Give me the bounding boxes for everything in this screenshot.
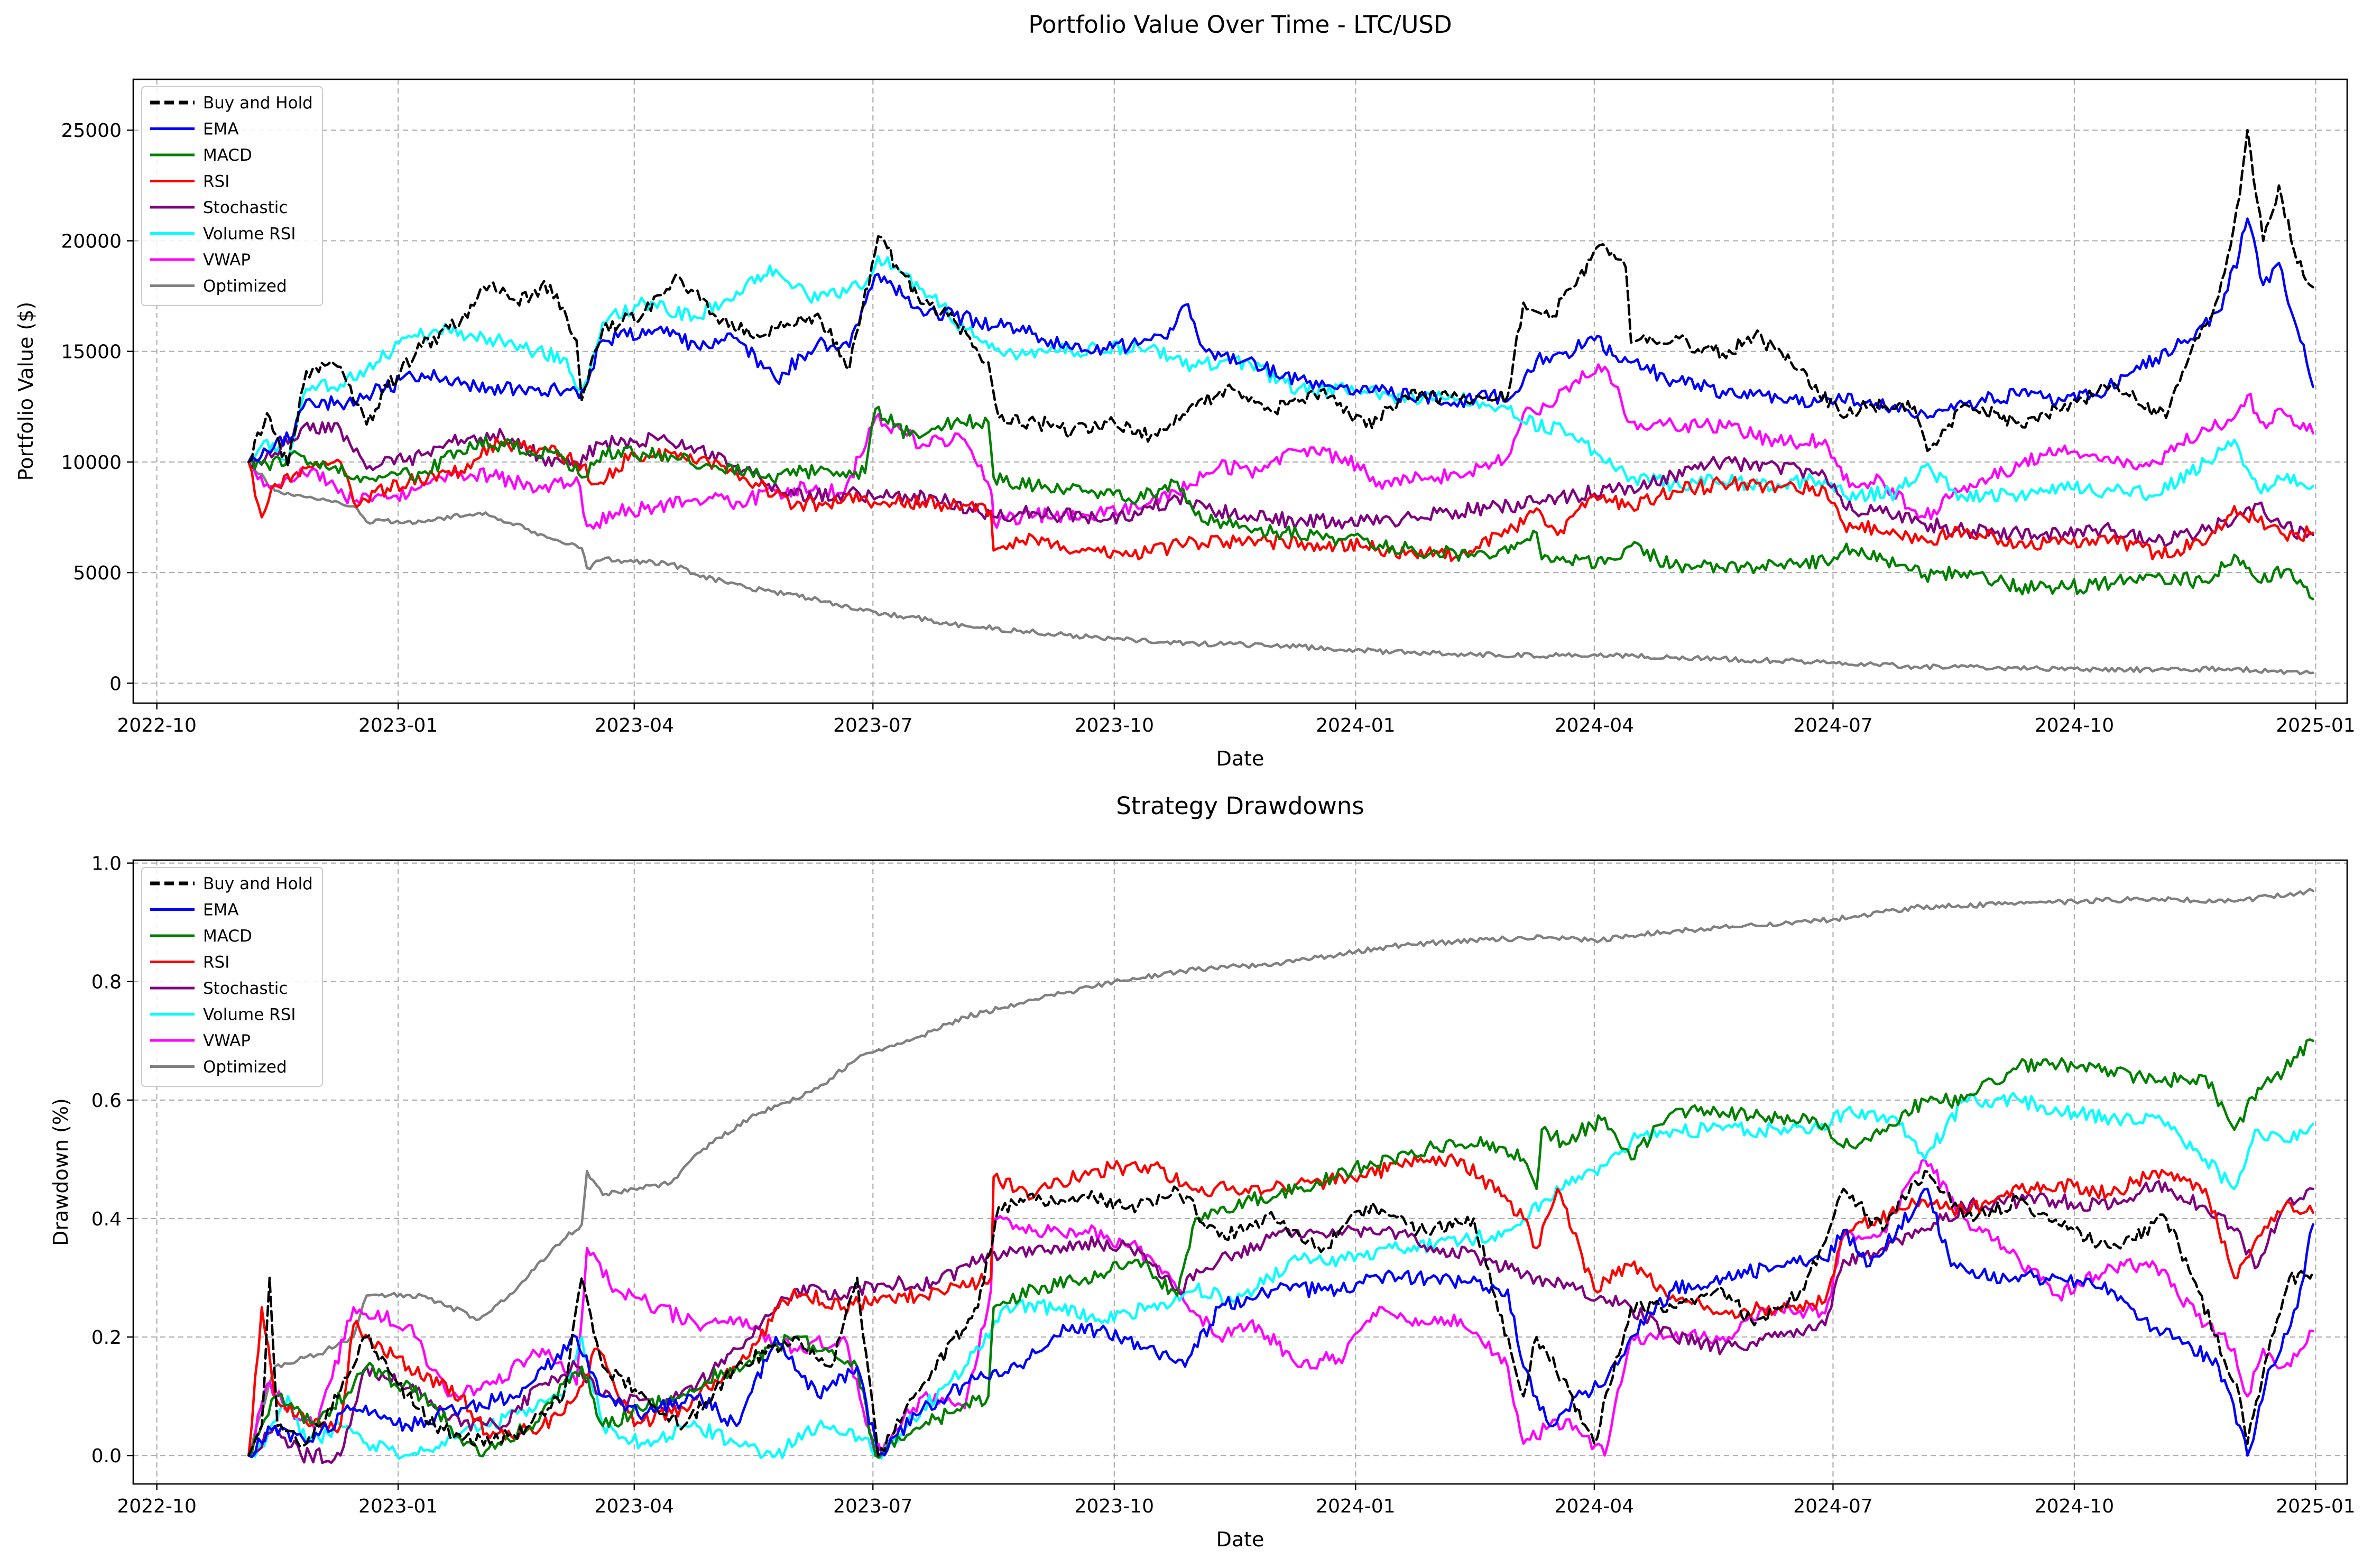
drawdown-legend-label-stochastic: Stochastic [203, 979, 288, 998]
drawdown-xtick-label-7: 2024-07 [1793, 1496, 1872, 1517]
portfolio-legend-label-stochastic: Stochastic [203, 198, 288, 217]
portfolio-series-buy-and-hold [247, 128, 2314, 468]
portfolio-value-chart: Portfolio Value Over Time - LTC/USD 2022… [14, 11, 2356, 770]
drawdown-ticks: 2022-10 2023-01 2023-04 2023-07 2023-10 2024-… [91, 853, 2356, 1517]
drawdown-chart: Strategy Drawdowns 2022-10 2023-01 2023-04… [49, 792, 2356, 1551]
portfolio-legend-label-ema: EMA [203, 120, 239, 139]
drawdown-ytick-label-2: 0.4 [91, 1209, 122, 1230]
drawdown-xtick-label-9: 2025-01 [2276, 1496, 2355, 1517]
drawdown-xtick-label-8: 2024-10 [2035, 1496, 2114, 1517]
portfolio-ytick-label-1: 5000 [73, 562, 122, 584]
portfolio-ytick-label-2: 10000 [61, 452, 122, 474]
portfolio-xtick-label-1: 2023-01 [358, 715, 438, 736]
portfolio-legend: Buy and Hold EMA MACD RSI Stochastic Volume R… [141, 86, 323, 306]
portfolio-legend-box [141, 86, 323, 306]
portfolio-series-ema [247, 217, 2314, 464]
drawdown-series-optimized [247, 888, 2314, 1457]
portfolio-legend-label-rsi: RSI [203, 172, 229, 191]
portfolio-ytick-label-4: 20000 [61, 230, 122, 252]
portfolio-legend-label-macd: MACD [203, 146, 252, 165]
portfolio-legend-label-volume-rsi: Volume RSI [203, 225, 296, 244]
drawdown-xtick-label-4: 2023-10 [1075, 1496, 1154, 1517]
portfolio-ytick-label-5: 25000 [61, 120, 122, 142]
drawdown-chart-title: Strategy Drawdowns [1116, 792, 1364, 820]
portfolio-xtick-label-4: 2023-10 [1075, 715, 1154, 736]
drawdown-legend-label-buy-and-hold: Buy and Hold [203, 874, 313, 893]
portfolio-ytick-label-0: 0 [109, 673, 122, 695]
drawdown-legend-label-macd: MACD [203, 927, 252, 946]
drawdown-legend-label-volume-rsi: Volume RSI [203, 1006, 296, 1025]
portfolio-xtick-label-7: 2024-07 [1793, 715, 1872, 736]
drawdown-series-macd [247, 1038, 2314, 1459]
portfolio-chart-title: Portfolio Value Over Time - LTC/USD [1028, 11, 1452, 39]
portfolio-xtick-label-2: 2023-04 [595, 715, 674, 736]
drawdown-xtick-label-0: 2022-10 [117, 1496, 196, 1517]
drawdown-ytick-label-5: 1.0 [91, 853, 122, 875]
portfolio-xtick-label-0: 2022-10 [117, 715, 196, 736]
portfolio-x-axis-label: Date [1216, 747, 1264, 770]
drawdown-plot-frame [132, 859, 2348, 1485]
portfolio-legend-label-vwap: VWAP [203, 251, 251, 270]
drawdown-xtick-label-3: 2023-07 [833, 1496, 912, 1517]
portfolio-xtick-label-5: 2024-01 [1316, 715, 1395, 736]
portfolio-xtick-label-6: 2024-04 [1555, 715, 1634, 736]
portfolio-y-axis-label: Portfolio Value ($) [14, 302, 38, 481]
drawdown-x-axis-label: Date [1216, 1528, 1264, 1551]
portfolio-ticks: 2022-10 2023-01 2023-04 2023-07 2023-10 2024-… [61, 120, 2355, 736]
portfolio-xtick-label-8: 2024-10 [2035, 715, 2114, 736]
drawdown-series-ema [247, 1187, 2314, 1459]
portfolio-legend-label-buy-and-hold: Buy and Hold [203, 94, 313, 113]
portfolio-series-optimized [247, 460, 2314, 676]
drawdown-legend-label-rsi: RSI [203, 953, 229, 972]
drawdown-xtick-label-2: 2023-04 [595, 1496, 674, 1517]
drawdown-legend-box [141, 867, 323, 1087]
drawdown-ytick-label-0: 0.0 [91, 1445, 122, 1467]
drawdown-series-volume-rsi [247, 1092, 2314, 1460]
drawdown-xtick-label-6: 2024-04 [1555, 1496, 1634, 1517]
drawdown-series-buy-and-hold [247, 1170, 2314, 1457]
portfolio-series-rsi [247, 437, 2314, 562]
drawdown-y-axis-label: Drawdown (%) [49, 1098, 72, 1246]
portfolio-series-vwap [247, 363, 2314, 530]
drawdown-legend-label-ema: EMA [203, 901, 239, 920]
drawdown-series-vwap [247, 1158, 2314, 1457]
drawdown-series-layer [247, 888, 2314, 1464]
portfolio-legend-label-optimized: Optimized [203, 277, 287, 296]
drawdown-ytick-label-1: 0.2 [91, 1327, 122, 1349]
portfolio-plot-frame [132, 78, 2348, 704]
drawdown-xtick-label-1: 2023-01 [358, 1496, 438, 1517]
portfolio-series-macd [247, 405, 2314, 601]
drawdown-ytick-label-3: 0.6 [91, 1090, 122, 1112]
portfolio-series-stochastic [247, 421, 2314, 548]
portfolio-xtick-label-9: 2025-01 [2276, 715, 2355, 736]
drawdown-ytick-label-4: 0.8 [91, 972, 122, 993]
drawdown-series-stochastic [247, 1180, 2314, 1464]
portfolio-xtick-label-3: 2023-07 [833, 715, 912, 736]
drawdown-legend: Buy and Hold EMA MACD RSI Stochastic Volume R… [141, 867, 323, 1087]
drawdown-legend-label-optimized: Optimized [203, 1058, 287, 1077]
drawdown-xtick-label-5: 2024-01 [1316, 1496, 1395, 1517]
portfolio-ytick-label-3: 15000 [61, 342, 122, 363]
drawdown-legend-label-vwap: VWAP [203, 1031, 251, 1050]
portfolio-series-layer [247, 128, 2314, 676]
